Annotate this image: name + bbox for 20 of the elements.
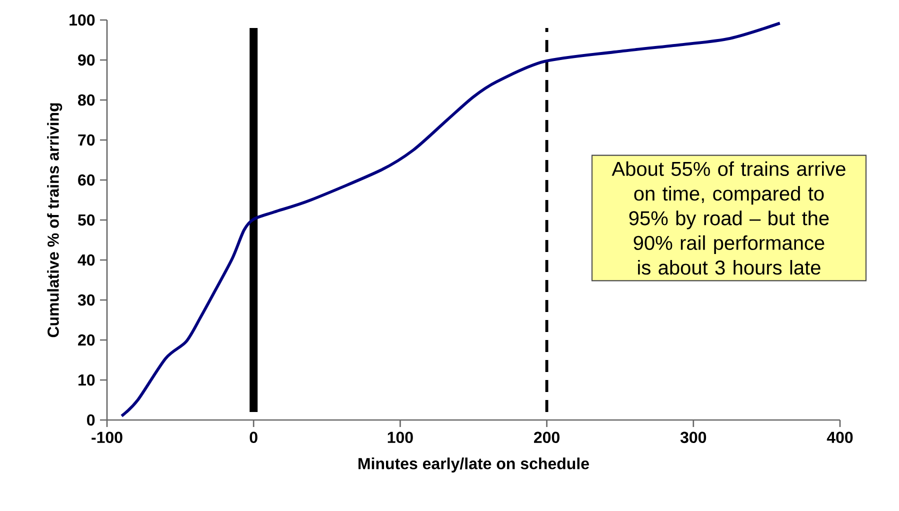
y-tick-label: 80: [78, 94, 95, 106]
y-tick-label: 100: [70, 14, 95, 26]
y-tick-label: 0: [87, 414, 95, 426]
y-axis-title: Cumulative % of trains arriving: [47, 103, 62, 338]
annotation: About 55% of trains arrive on time, compared to 95% by road – but the 90% rail performance is about 3 hours late: [612, 161, 846, 275]
x-tick-label: 200: [534, 432, 560, 444]
y-tick-label: 40: [78, 254, 95, 266]
y-tick-label: 30: [78, 294, 95, 306]
y-tick-label: 10: [78, 374, 95, 386]
y-tick-label: 20: [78, 334, 95, 346]
y-tick-label: 60: [78, 174, 95, 186]
x-axis-title: Minutes early/late on schedule: [358, 458, 589, 472]
x-tick-label: 300: [680, 432, 706, 444]
y-tick-label: 70: [78, 134, 95, 146]
x-tick-label: -100: [92, 432, 122, 444]
x-tick-label: 0: [250, 432, 258, 444]
y-tick-label: 50: [78, 214, 95, 226]
y-tick-label: 90: [78, 54, 95, 66]
x-tick-label: 100: [388, 432, 413, 444]
x-tick-label: 400: [826, 432, 853, 444]
